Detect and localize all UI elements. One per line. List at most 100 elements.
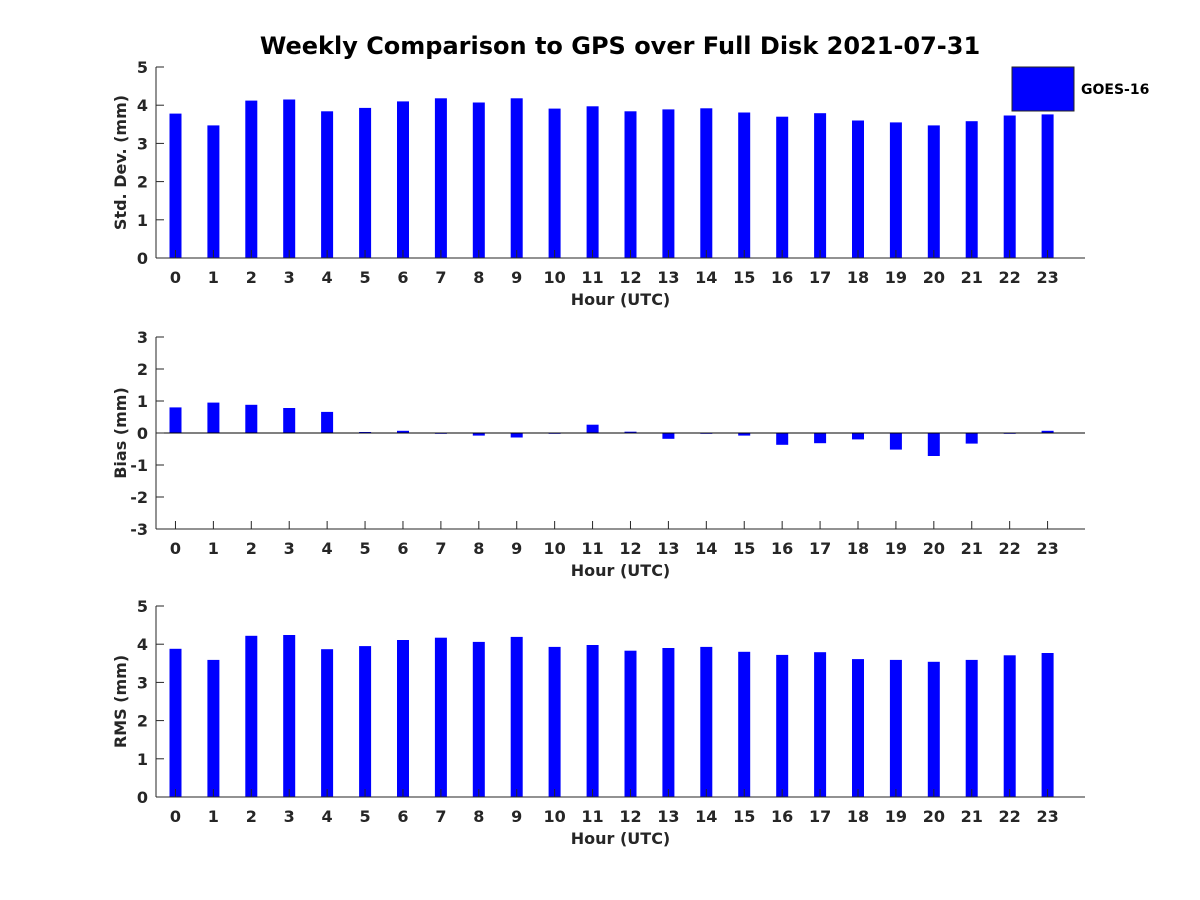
x-tick-label: 22	[999, 268, 1021, 287]
y-tick-label: -1	[130, 456, 148, 475]
x-tick-label: 18	[847, 268, 869, 287]
bar	[927, 125, 940, 259]
x-tick-label: 17	[809, 539, 831, 558]
bar	[548, 108, 561, 258]
x-tick-label: 21	[961, 539, 983, 558]
x-tick-label: 12	[619, 268, 641, 287]
bar	[586, 645, 599, 797]
x-tick-label: 13	[657, 268, 679, 287]
bar	[245, 635, 258, 797]
x-tick-label: 21	[961, 807, 983, 826]
bar	[889, 659, 902, 797]
x-tick-label: 20	[923, 268, 945, 287]
x-tick-label: 1	[208, 539, 219, 558]
bar	[359, 646, 372, 797]
bar	[662, 648, 675, 797]
x-tick-label: 10	[544, 268, 566, 287]
y-tick-label: 2	[137, 173, 148, 192]
x-tick-label: 1	[208, 268, 219, 287]
bar	[738, 651, 751, 797]
x-tick-label: 10	[544, 539, 566, 558]
bar	[1041, 653, 1054, 797]
bar	[965, 433, 978, 444]
x-tick-label: 2	[246, 268, 257, 287]
bar	[1041, 114, 1054, 259]
x-tick-label: 4	[322, 268, 333, 287]
y-tick-label: 4	[137, 635, 148, 654]
x-tick-label: 14	[695, 807, 717, 826]
bar	[624, 111, 637, 258]
x-tick-label: 0	[170, 268, 181, 287]
bar	[776, 116, 789, 258]
x-tick-label: 16	[771, 539, 793, 558]
x-axis-label: Hour (UTC)	[571, 290, 671, 309]
bar	[434, 98, 447, 258]
x-tick-label: 9	[511, 539, 522, 558]
bar	[321, 649, 334, 797]
bar	[1041, 430, 1054, 433]
bar	[321, 111, 334, 258]
bar	[586, 106, 599, 258]
x-tick-label: 17	[809, 807, 831, 826]
bar	[889, 433, 902, 450]
x-tick-label: 13	[657, 539, 679, 558]
bar	[776, 654, 789, 797]
legend-swatch	[1011, 66, 1075, 112]
bar	[472, 433, 485, 436]
x-tick-label: 0	[170, 539, 181, 558]
x-tick-label: 6	[397, 268, 408, 287]
bar	[700, 646, 713, 797]
bar	[169, 407, 182, 433]
x-tick-label: 20	[923, 539, 945, 558]
x-tick-label: 7	[435, 268, 446, 287]
bar	[586, 424, 599, 433]
legend: GOES-16	[1011, 66, 1149, 112]
x-tick-label: 14	[695, 539, 717, 558]
x-tick-label: 11	[581, 807, 603, 826]
x-tick-label: 19	[885, 268, 907, 287]
y-tick-label: -3	[130, 520, 148, 539]
x-tick-label: 23	[1036, 268, 1058, 287]
bar	[245, 100, 258, 258]
bar	[283, 99, 296, 258]
x-tick-label: 4	[322, 539, 333, 558]
bar	[510, 433, 523, 438]
bar	[1003, 655, 1016, 797]
y-axis-label: Bias (mm)	[111, 387, 130, 479]
y-tick-label: 1	[137, 392, 148, 411]
bar	[397, 101, 409, 259]
bar	[472, 102, 485, 258]
x-tick-label: 21	[961, 268, 983, 287]
x-tick-label: 6	[397, 539, 408, 558]
x-tick-label: 16	[771, 268, 793, 287]
y-tick-label: 4	[137, 96, 148, 115]
bar	[283, 635, 296, 797]
y-tick-label: -2	[130, 488, 148, 507]
y-axis-label: Std. Dev. (mm)	[111, 95, 130, 230]
bar	[472, 641, 485, 797]
bar	[700, 108, 713, 258]
x-tick-label: 12	[619, 807, 641, 826]
y-tick-label: 3	[137, 328, 148, 347]
bar	[359, 107, 372, 259]
y-tick-label: 3	[137, 134, 148, 153]
bar	[965, 659, 978, 797]
bar	[662, 109, 675, 259]
x-tick-label: 4	[322, 807, 333, 826]
bar	[169, 113, 182, 258]
x-tick-label: 12	[619, 539, 641, 558]
bar	[965, 121, 978, 258]
x-tick-label: 19	[885, 539, 907, 558]
bar	[207, 402, 220, 433]
bar	[510, 636, 523, 797]
x-tick-label: 0	[170, 807, 181, 826]
bar	[207, 659, 220, 797]
bar	[397, 430, 409, 433]
x-tick-label: 11	[581, 539, 603, 558]
bar	[814, 433, 827, 444]
y-axis-label: RMS (mm)	[111, 655, 130, 748]
bar	[283, 408, 296, 433]
